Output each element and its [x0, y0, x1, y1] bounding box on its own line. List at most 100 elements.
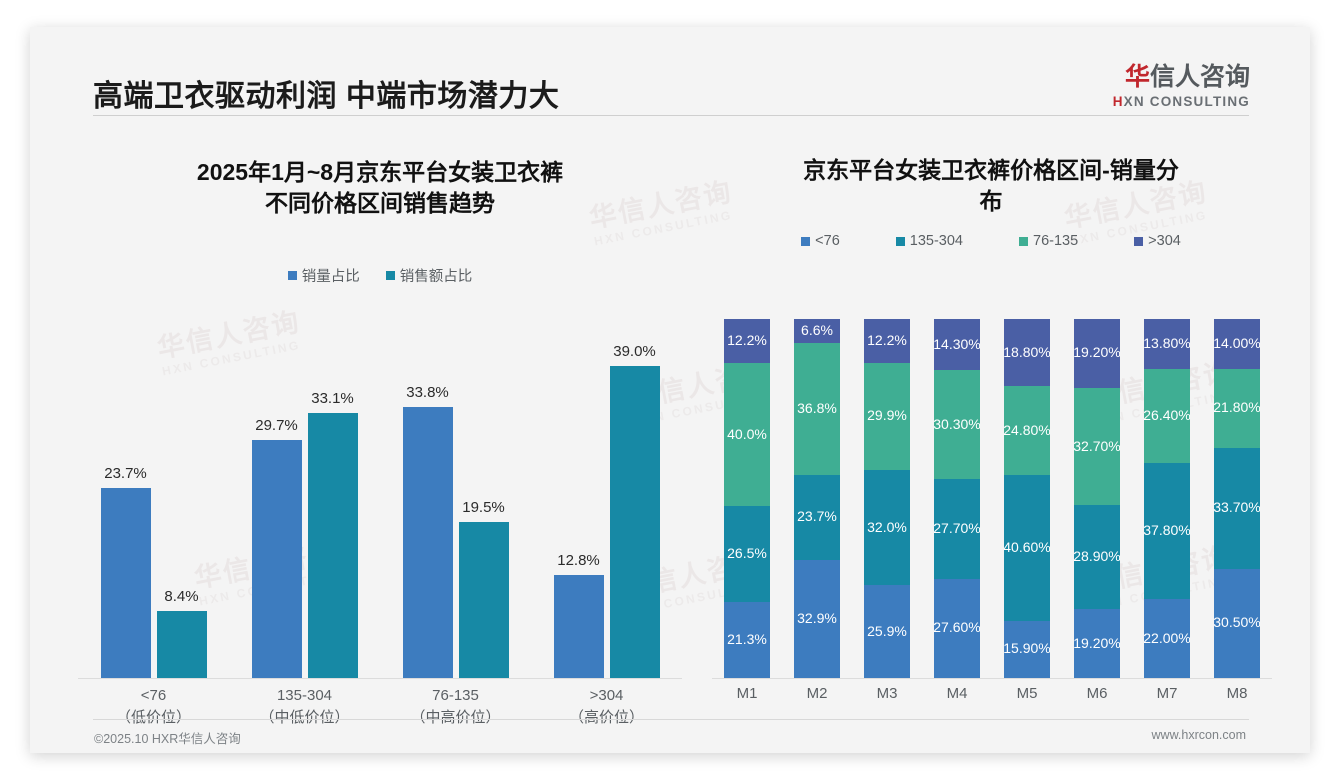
segment-135-304[interactable]: 32.0%	[864, 470, 910, 586]
x-axis-label: M4	[946, 685, 968, 702]
stacked-bar[interactable]: 6.6% 36.8% 23.7% 32.9%	[794, 319, 840, 678]
legend-swatch-icon	[287, 271, 297, 280]
segment-76-135[interactable]: 30.30%	[934, 370, 980, 480]
logo-en-accent: H	[1112, 94, 1124, 109]
plot-area-left: 23.7% 8.4% 29.7%	[78, 319, 682, 679]
segment-76-135[interactable]: 36.8%	[794, 342, 840, 475]
segment-135-304[interactable]: 28.90%	[1074, 505, 1120, 610]
segment-135-304[interactable]: 27.70%	[934, 479, 980, 579]
bar-sales-volume[interactable]: 12.8%	[553, 552, 604, 678]
segment-gt304[interactable]: 19.20%	[1074, 319, 1120, 388]
stacked-bar-slot: 12.2% 40.0% 26.5% 21.3%	[712, 319, 782, 678]
segment-value-label: 12.2%	[867, 331, 907, 348]
segment-gt304[interactable]: 12.2%	[724, 319, 770, 363]
bar-slot: 33.8%	[402, 384, 453, 678]
header-divider	[93, 115, 1249, 116]
segment-lt76[interactable]: 15.90%	[1004, 620, 1050, 678]
legend-item[interactable]: 销售额占比	[385, 265, 473, 286]
segment-value-label: 27.60%	[934, 619, 980, 636]
x-axis-label: 135-304 （中低价位）	[229, 685, 380, 729]
legend-swatch-icon	[385, 271, 395, 280]
footer-website[interactable]: www.hxrcon.com	[1151, 728, 1246, 742]
footer-divider	[93, 719, 1249, 720]
segment-lt76[interactable]: 19.20%	[1074, 609, 1120, 678]
stacked-bar[interactable]: 13.80% 26.40% 37.80% 22.00%	[1144, 319, 1190, 679]
stacked-bar[interactable]: 18.80% 24.80% 40.60% 15.90%	[1004, 319, 1050, 678]
bar-slot: 19.5%	[458, 499, 509, 678]
segment-gt304[interactable]: 6.6%	[794, 319, 840, 343]
bar-group: 23.7% 8.4%	[78, 319, 229, 678]
stacked-bar[interactable]: 12.2% 29.9% 32.0% 25.9%	[864, 319, 910, 678]
stacked-bar[interactable]: 19.20% 32.70% 28.90% 19.20%	[1074, 319, 1120, 678]
segment-value-label: 14.00%	[1214, 335, 1260, 352]
segment-value-label: 28.90%	[1074, 548, 1120, 565]
x-axis-label-sub: （低价位）	[115, 708, 191, 726]
legend-swatch-icon	[1134, 236, 1144, 246]
stacked-bar-slot: 14.00% 21.80% 33.70% 30.50%	[1202, 319, 1272, 679]
segment-135-304[interactable]: 40.60%	[1004, 475, 1050, 621]
chart-legend-right: <76 135-304 76-135 >304	[702, 233, 1280, 249]
bar-sales-amount[interactable]: 8.4%	[156, 588, 207, 678]
chart-panel-price-trend: 2025年1月~8月京东平台女装卫衣裤 不同价格区间销售趋势 销量占比 销售额占…	[60, 123, 700, 726]
segment-lt76[interactable]: 25.9%	[864, 585, 910, 678]
segment-lt76[interactable]: 22.00%	[1144, 599, 1190, 679]
segment-lt76[interactable]: 21.3%	[724, 601, 770, 678]
bar-sales-amount[interactable]: 19.5%	[458, 499, 509, 678]
legend-item[interactable]: <76	[801, 233, 840, 249]
bar-sales-volume[interactable]: 29.7%	[251, 417, 302, 678]
segment-gt304[interactable]: 14.00%	[1214, 319, 1260, 370]
legend-item[interactable]: >304	[1134, 233, 1181, 249]
segment-135-304[interactable]: 33.70%	[1214, 447, 1260, 569]
logo-cn-rest: 信人咨询	[1149, 63, 1250, 91]
segment-gt304[interactable]: 14.30%	[934, 319, 980, 371]
segment-value-label: 21.80%	[1214, 399, 1260, 416]
segment-gt304[interactable]: 12.2%	[864, 319, 910, 363]
stacked-bar-slot: 19.20% 32.70% 28.90% 19.20%	[1062, 319, 1132, 678]
bar-sales-volume[interactable]: 23.7%	[100, 465, 151, 678]
bar-groups: 23.7% 8.4% 29.7%	[78, 319, 682, 678]
legend-swatch-icon	[801, 236, 811, 246]
segment-gt304[interactable]: 13.80%	[1144, 319, 1190, 369]
segment-lt76[interactable]: 32.9%	[794, 559, 840, 678]
segment-76-135[interactable]: 32.70%	[1074, 387, 1120, 506]
segment-value-label: 22.00%	[1144, 629, 1190, 646]
segment-gt304[interactable]: 18.80%	[1004, 319, 1050, 387]
segment-value-label: 32.9%	[797, 609, 837, 626]
segment-76-135[interactable]: 26.40%	[1144, 368, 1190, 464]
segment-135-304[interactable]: 26.5%	[724, 506, 770, 602]
legend-label: 销售额占比	[399, 269, 473, 285]
legend-item[interactable]: 销量占比	[287, 265, 360, 286]
legend-label: <76	[815, 233, 840, 249]
legend-label: 76-135	[1033, 233, 1079, 249]
stacked-bar[interactable]: 14.30% 30.30% 27.70% 27.60%	[934, 319, 980, 679]
bar-sales-amount[interactable]: 33.1%	[307, 390, 358, 678]
segment-76-135[interactable]: 21.80%	[1214, 369, 1260, 448]
segment-76-135[interactable]: 29.9%	[864, 362, 910, 471]
segment-135-304[interactable]: 37.80%	[1144, 463, 1190, 600]
segment-value-label: 27.70%	[934, 520, 980, 537]
segment-135-304[interactable]: 23.7%	[794, 474, 840, 560]
x-axis-label: M6	[1086, 685, 1108, 702]
segment-value-label: 12.2%	[727, 331, 767, 348]
legend-swatch-icon	[1019, 236, 1028, 246]
bar-group: 29.7% 33.1%	[229, 319, 380, 678]
stacked-bar-slot: 12.2% 29.9% 32.0% 25.9%	[852, 319, 922, 678]
logo-cn-accent: 华	[1124, 63, 1150, 91]
segment-lt76[interactable]: 27.60%	[934, 578, 980, 679]
segment-76-135[interactable]: 40.0%	[724, 362, 770, 507]
x-axis-line	[712, 678, 1272, 679]
stacked-bar[interactable]: 14.00% 21.80% 33.70% 30.50%	[1214, 319, 1260, 679]
stacked-bar[interactable]: 12.2% 40.0% 26.5% 21.3%	[724, 319, 770, 678]
legend-item[interactable]: 135-304	[895, 233, 963, 249]
bar-sales-volume[interactable]: 33.8%	[402, 384, 453, 678]
legend-item[interactable]: 76-135	[1019, 233, 1078, 249]
bar-slot: 8.4%	[156, 588, 207, 678]
segment-lt76[interactable]: 30.50%	[1214, 568, 1260, 679]
x-axis-label: M7	[1156, 685, 1178, 702]
stacked-bar-slot: 14.30% 30.30% 27.70% 27.60%	[922, 319, 992, 679]
chart-title-left-line2: 不同价格区间销售趋势	[265, 189, 495, 216]
legend-label: 135-304	[909, 233, 963, 249]
bar-sales-amount[interactable]: 39.0%	[609, 343, 660, 678]
segment-76-135[interactable]: 24.80%	[1004, 386, 1050, 476]
legend-label: 销量占比	[301, 269, 360, 285]
